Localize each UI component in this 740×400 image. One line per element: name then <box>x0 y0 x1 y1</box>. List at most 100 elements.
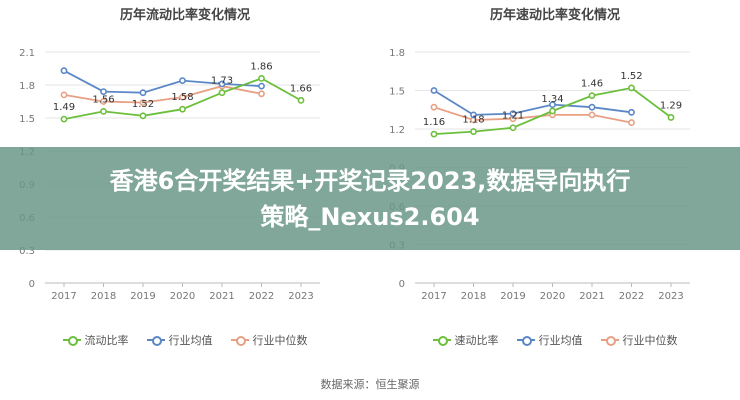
legend-swatch-icon <box>62 335 81 346</box>
chart-legend: 流动比率 行业均值 行业中位数 <box>0 332 370 348</box>
legend-label: 行业中位数 <box>252 334 308 347</box>
data-label: 1.34 <box>541 94 563 105</box>
legend-swatch-icon <box>600 335 619 346</box>
x-tick-label: 2023 <box>658 291 683 302</box>
data-point <box>509 110 517 117</box>
legend-label: 行业中位数 <box>622 334 678 347</box>
series-line <box>433 89 632 116</box>
data-label: 1.66 <box>290 83 312 94</box>
legend-label: 速动比率 <box>454 334 499 347</box>
legend-swatch-icon <box>230 335 249 346</box>
x-tick-label: 2017 <box>51 291 76 302</box>
data-point <box>588 111 596 119</box>
data-point <box>628 108 635 116</box>
legend-item[interactable]: 行业均值 <box>146 332 213 348</box>
data-point <box>139 112 147 120</box>
series-line <box>433 106 632 124</box>
chart-quick-ratio: 00.30.60.91.21.51.8201720182019202020212… <box>370 0 740 400</box>
legend-item[interactable]: 流动比率 <box>62 332 129 348</box>
x-tick-label: 2020 <box>540 291 565 302</box>
data-point <box>470 128 477 135</box>
x-tick-label: 2018 <box>91 291 116 302</box>
data-point <box>430 130 438 138</box>
data-label: 1.86 <box>250 61 272 72</box>
data-point <box>628 119 635 126</box>
data-point <box>218 80 226 88</box>
data-point <box>297 97 305 104</box>
data-point <box>258 82 265 90</box>
chart-legend: 速动比率 行业均值 行业中位数 <box>370 332 740 348</box>
data-label: 1.56 <box>92 94 114 105</box>
data-point <box>100 88 107 95</box>
data-point <box>258 75 265 82</box>
data-point <box>509 124 517 132</box>
legend-swatch-icon <box>516 335 535 346</box>
data-point <box>179 93 186 101</box>
y-tick-label: 2.1 <box>19 48 35 59</box>
x-tick-label: 2021 <box>579 291 604 302</box>
headline-text: 香港6合开奖结果+开奖记录2023,数据导向执行 策略_Nexus2.604 <box>40 163 700 235</box>
y-tick-label: 0 <box>399 279 405 290</box>
x-tick-label: 2021 <box>209 291 234 302</box>
chart-title: 历年流动比率变化情况 <box>119 8 250 23</box>
x-tick-label: 2019 <box>130 291 155 302</box>
legend-item[interactable]: 行业中位数 <box>230 332 308 348</box>
x-tick-label: 2020 <box>170 291 195 302</box>
y-tick-label: 1.8 <box>19 81 35 92</box>
data-point <box>628 84 635 92</box>
data-point <box>100 98 107 105</box>
data-point <box>60 67 68 75</box>
legend-label: 流动比率 <box>84 334 129 347</box>
data-label: 1.16 <box>423 117 445 128</box>
y-tick-label: 1.2 <box>389 125 405 136</box>
data-label: 1.73 <box>211 76 233 87</box>
data-source: 数据来源：恒生聚源 <box>320 378 420 391</box>
data-point <box>60 115 68 123</box>
data-label: 1.49 <box>53 102 75 113</box>
data-point <box>430 87 438 94</box>
legend-swatch-icon <box>146 335 165 346</box>
data-point <box>179 77 186 84</box>
x-tick-label: 2018 <box>461 291 486 302</box>
data-point <box>667 114 675 121</box>
data-label: 1.46 <box>581 79 603 90</box>
series-line <box>63 85 262 104</box>
legend-label: 行业均值 <box>538 334 583 347</box>
legend-swatch-icon <box>432 335 451 346</box>
data-label: 1.21 <box>502 111 524 122</box>
y-tick-label: 1.5 <box>389 87 405 98</box>
series-line <box>63 69 262 94</box>
data-point <box>218 89 226 97</box>
data-point <box>139 89 147 97</box>
legend-item[interactable]: 速动比率 <box>432 332 499 348</box>
data-label: 1.52 <box>620 71 642 82</box>
x-tick-label: 2023 <box>288 291 313 302</box>
data-point <box>60 91 68 99</box>
data-point <box>100 108 107 115</box>
y-tick-label: 1.5 <box>19 114 35 125</box>
legend-item[interactable]: 行业中位数 <box>600 332 678 348</box>
x-tick-label: 2017 <box>421 291 446 302</box>
data-label: 1.29 <box>660 100 682 111</box>
headline-line-1: 香港6合开奖结果+开奖记录2023,数据导向执行 <box>109 166 631 195</box>
chart-quick-ratio-plot: 00.30.60.91.21.51.8201720182019202020212… <box>389 48 690 302</box>
data-label: 1.52 <box>132 99 154 110</box>
x-tick-label: 2022 <box>619 291 644 302</box>
data-point <box>549 101 556 109</box>
x-tick-label: 2022 <box>249 291 274 302</box>
legend-label: 行业均值 <box>168 334 213 347</box>
headline-line-2: 策略_Nexus2.604 <box>260 202 480 231</box>
data-point <box>258 90 265 98</box>
y-tick-label: 0.3 <box>19 246 35 257</box>
x-tick-label: 2019 <box>500 291 525 302</box>
data-point <box>430 103 438 111</box>
data-point <box>588 92 596 100</box>
data-point <box>470 111 477 119</box>
data-label: 1.18 <box>462 115 484 126</box>
data-point <box>549 107 556 115</box>
legend-item[interactable]: 行业均值 <box>516 332 583 348</box>
headline-banner: 香港6合开奖结果+开奖记录2023,数据导向执行 策略_Nexus2.604 <box>0 147 740 250</box>
data-point <box>139 99 147 106</box>
y-tick-label: 0 <box>29 279 35 290</box>
chart-title: 历年速动比率变化情况 <box>489 8 620 23</box>
